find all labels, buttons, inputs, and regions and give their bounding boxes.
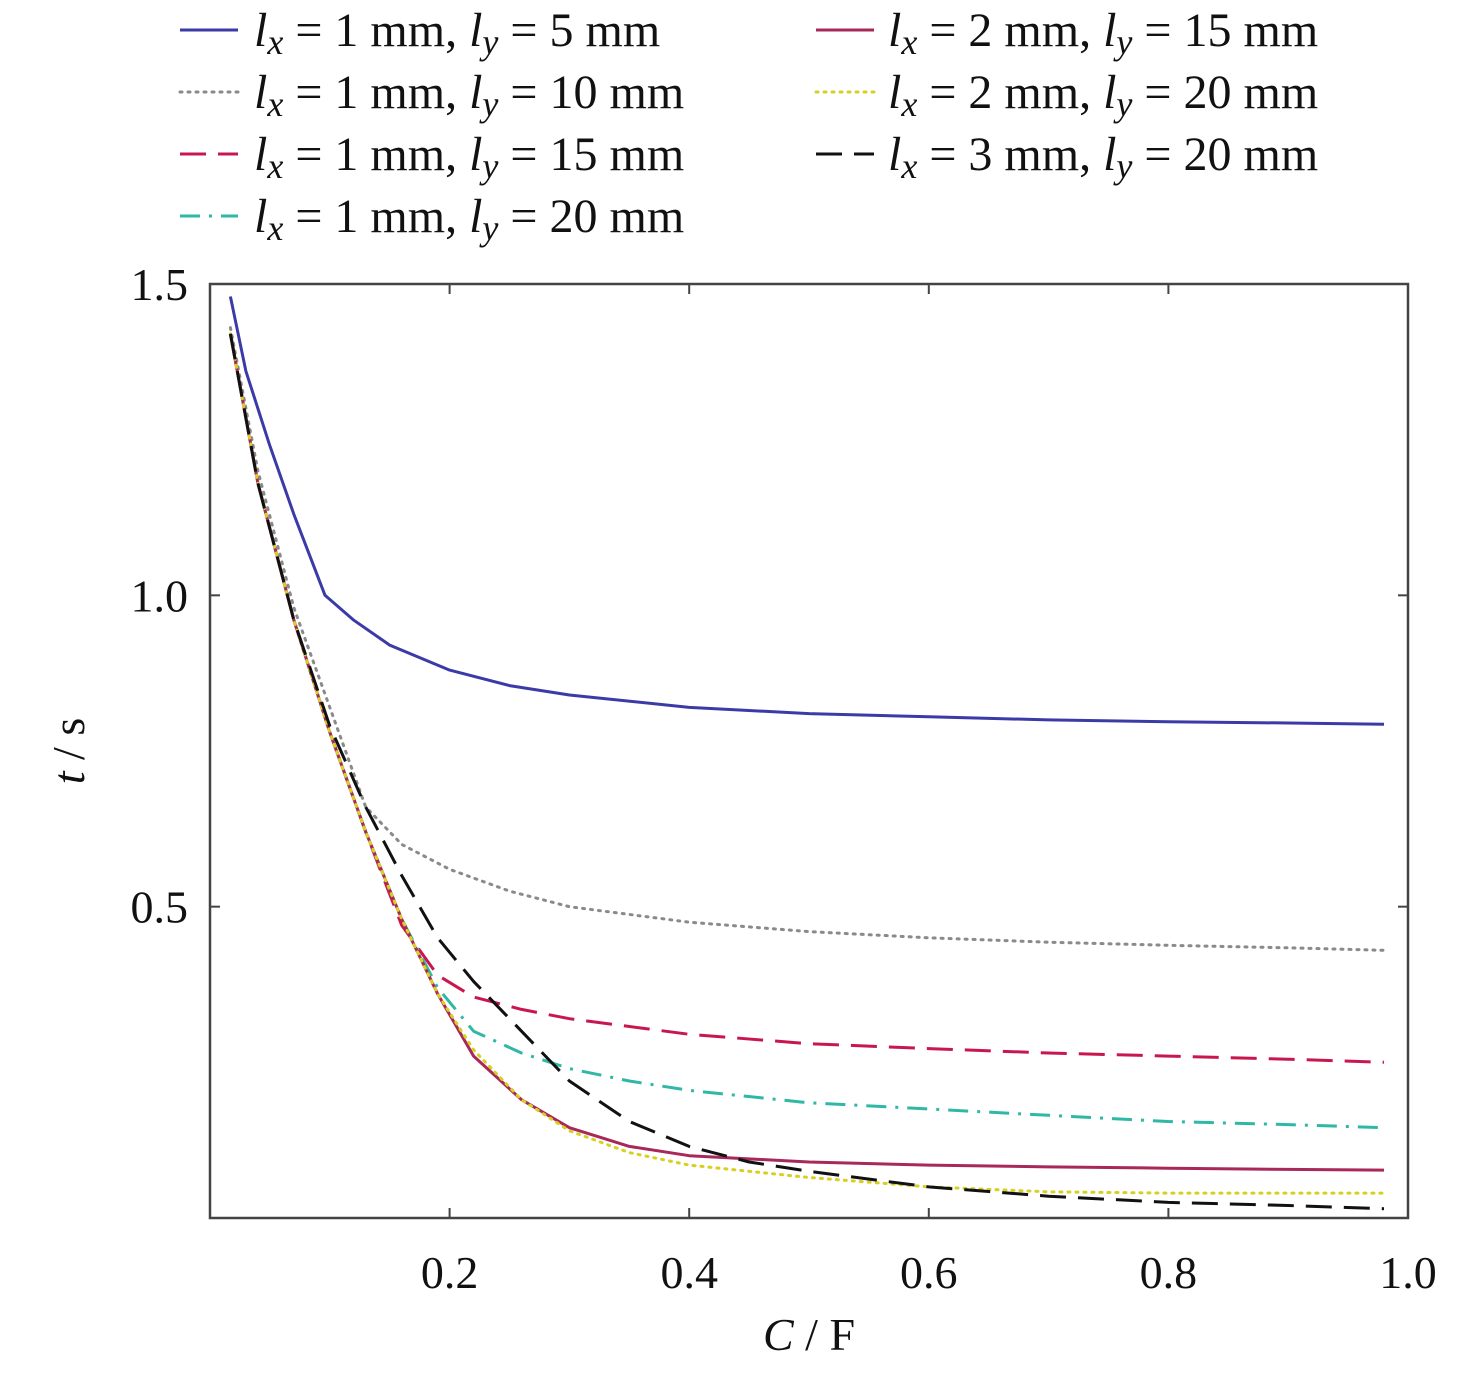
legend-entry-3: lx = 1 mm, ly = 15 mm	[180, 128, 684, 186]
series-line-4	[228, 333, 1385, 1130]
x-tick-label: 0.6	[900, 1247, 958, 1298]
x-axis-unit: F	[829, 1309, 855, 1360]
series-line-6	[228, 332, 1386, 1195]
legend-entry-5: lx = 2 mm, ly = 15 mm	[816, 4, 1318, 62]
y-tick-label: 1.0	[131, 570, 189, 621]
legend-label: lx = 2 mm, ly = 15 mm	[888, 4, 1318, 62]
x-tick-label: 0.2	[421, 1247, 479, 1298]
legend-entry-4: lx = 1 mm, ly = 20 mm	[180, 190, 684, 248]
x-axis-sep: /	[794, 1309, 830, 1360]
axis-ticks	[210, 283, 1409, 1218]
legend-label: lx = 2 mm, ly = 20 mm	[888, 66, 1318, 124]
y-tick-label: 0.5	[131, 882, 189, 933]
x-axis-label: C / F	[763, 1309, 855, 1360]
series-line-1	[228, 296, 1385, 726]
legend-label: lx = 1 mm, ly = 5 mm	[254, 4, 660, 62]
legend-label: lx = 3 mm, ly = 20 mm	[888, 128, 1318, 186]
y-axis-unit: s	[43, 718, 94, 736]
y-axis-label: t / s	[43, 718, 94, 784]
legend-entry-6: lx = 2 mm, ly = 20 mm	[814, 66, 1318, 124]
x-axis-var: C	[763, 1309, 795, 1360]
legend-entry-7: lx = 3 mm, ly = 20 mm	[816, 128, 1318, 186]
y-axis-var: t	[43, 770, 94, 784]
series-line-3	[228, 333, 1385, 1064]
series-line-5	[228, 333, 1385, 1172]
y-tick-label: 1.5	[131, 259, 189, 310]
legend-entry-2: lx = 1 mm, ly = 10 mm	[178, 66, 684, 124]
series-line-2	[228, 326, 1386, 952]
plot-frame	[208, 282, 1410, 1220]
x-tick-label: 0.8	[1140, 1247, 1198, 1298]
legend-label: lx = 1 mm, ly = 15 mm	[254, 128, 684, 186]
plot-area	[208, 282, 1410, 1220]
legend-entry-1: lx = 1 mm, ly = 5 mm	[180, 4, 660, 62]
legend-label: lx = 1 mm, ly = 10 mm	[254, 66, 684, 124]
y-tick-labels: 0.5 1.0 1.5	[131, 259, 189, 933]
x-tick-label: 0.4	[660, 1247, 718, 1298]
x-tick-label: 1.0	[1379, 1247, 1437, 1298]
x-tick-labels: 0.2 0.4 0.6 0.8 1.0	[421, 1247, 1437, 1298]
legend-label: lx = 1 mm, ly = 20 mm	[254, 190, 684, 248]
series-lines	[228, 296, 1386, 1211]
series-line-7	[228, 333, 1385, 1211]
y-axis-sep: /	[43, 736, 94, 772]
